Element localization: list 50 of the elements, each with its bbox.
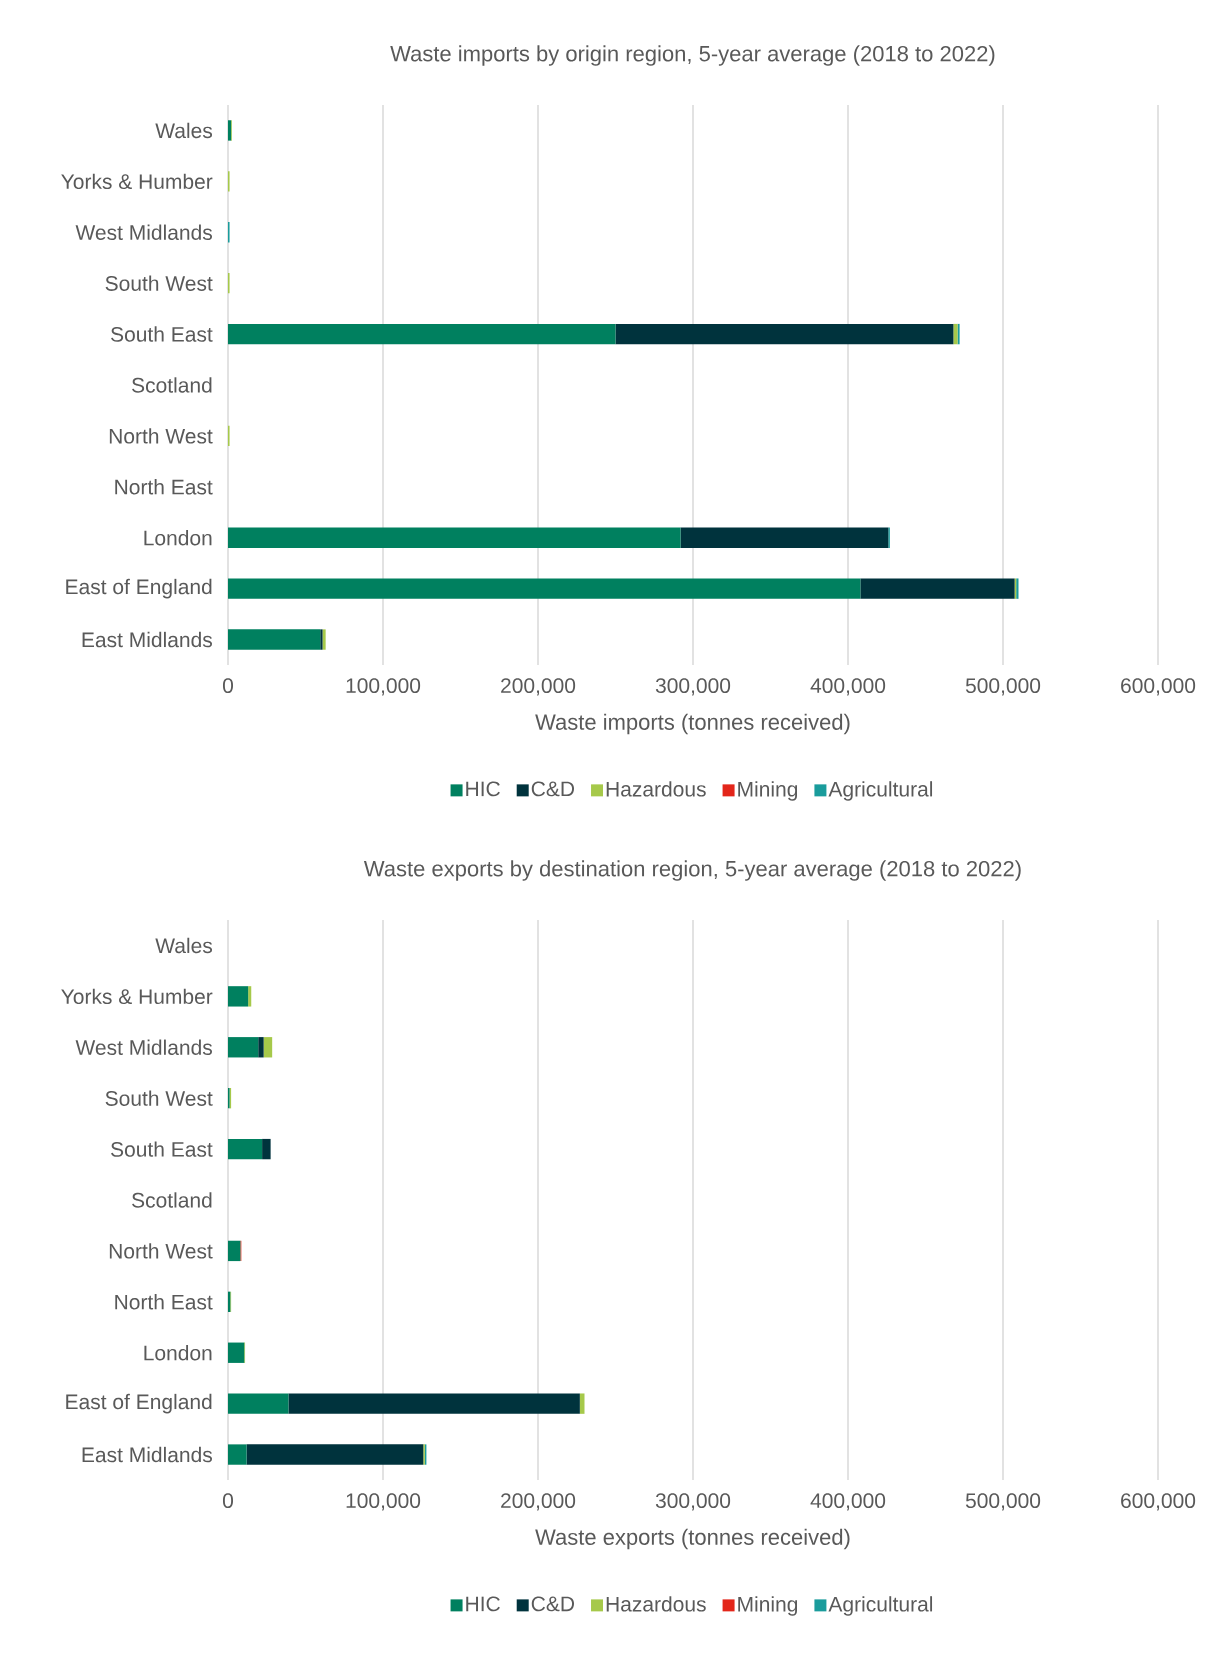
y-tick-label: North East	[115, 479, 213, 495]
chart-title: Waste exports by destination region, 5-year average (2018 to 2022)	[363, 860, 1021, 881]
y-tick-label: Yorks & Humber	[61, 173, 213, 190]
x-axis-title: Waste exports (tonnes received)	[535, 1528, 850, 1550]
x-tick-label: 200,000	[501, 678, 576, 696]
legend-label: Agricultural	[828, 1596, 933, 1616]
x-tick-label: 0	[222, 678, 234, 694]
x-tick-label: 400,000	[810, 678, 886, 696]
y-tick-label: East Midlands	[82, 1446, 212, 1463]
y-tick-label: London	[144, 530, 212, 546]
x-tick-label: 100,000	[346, 1493, 421, 1511]
y-tick-label: South West	[105, 275, 213, 291]
y-tick-label: East of England	[66, 1393, 212, 1414]
legend-label: Agricultural	[828, 781, 933, 801]
legend-label: Hazardous	[606, 1596, 706, 1612]
x-tick-label: 0	[222, 1493, 234, 1509]
chart-title: Waste imports by origin region, 5-year average (2018 to 2022)	[390, 45, 995, 66]
x-tick-label: 500,000	[965, 678, 1041, 696]
y-tick-label: East of England	[66, 578, 212, 599]
x-tick-label: 300,000	[655, 1493, 731, 1511]
y-tick-label: London	[144, 1345, 212, 1361]
y-tick-label: East Midlands	[82, 631, 212, 648]
x-tick-label: 500,000	[965, 1493, 1041, 1511]
y-tick-label: Scotland	[132, 1192, 212, 1208]
y-tick-label: North West	[109, 428, 213, 444]
y-tick-label: Yorks & Humber	[61, 988, 213, 1005]
y-tick-label: South East	[111, 326, 213, 342]
x-tick-label: 600,000	[1121, 678, 1196, 696]
x-tick-label: 300,000	[655, 678, 731, 696]
y-tick-label: North East	[115, 1294, 213, 1310]
y-tick-label: North West	[109, 1243, 213, 1259]
y-tick-label: Wales	[155, 937, 213, 954]
x-tick-label: 100,000	[346, 678, 421, 696]
legend-label: C&D	[531, 781, 575, 797]
y-tick-label: West Midlands	[75, 1039, 212, 1055]
legend-label: Hazardous	[606, 781, 706, 797]
y-tick-label: South East	[111, 1141, 213, 1157]
x-tick-label: 400,000	[810, 1493, 886, 1511]
legend-label: Mining	[738, 781, 798, 801]
legend-label: HIC	[466, 781, 500, 797]
legend-label: Mining	[738, 1596, 798, 1616]
legend-label: C&D	[531, 1596, 575, 1612]
y-tick-label: Scotland	[132, 377, 212, 393]
x-tick-label: 600,000	[1121, 1493, 1196, 1511]
x-tick-label: 200,000	[501, 1493, 576, 1511]
x-axis-title: Waste imports (tonnes received)	[535, 713, 850, 735]
y-tick-label: West Midlands	[75, 224, 212, 240]
legend-label: HIC	[466, 1596, 500, 1612]
y-tick-label: Wales	[155, 122, 213, 139]
y-tick-label: South West	[105, 1090, 213, 1106]
